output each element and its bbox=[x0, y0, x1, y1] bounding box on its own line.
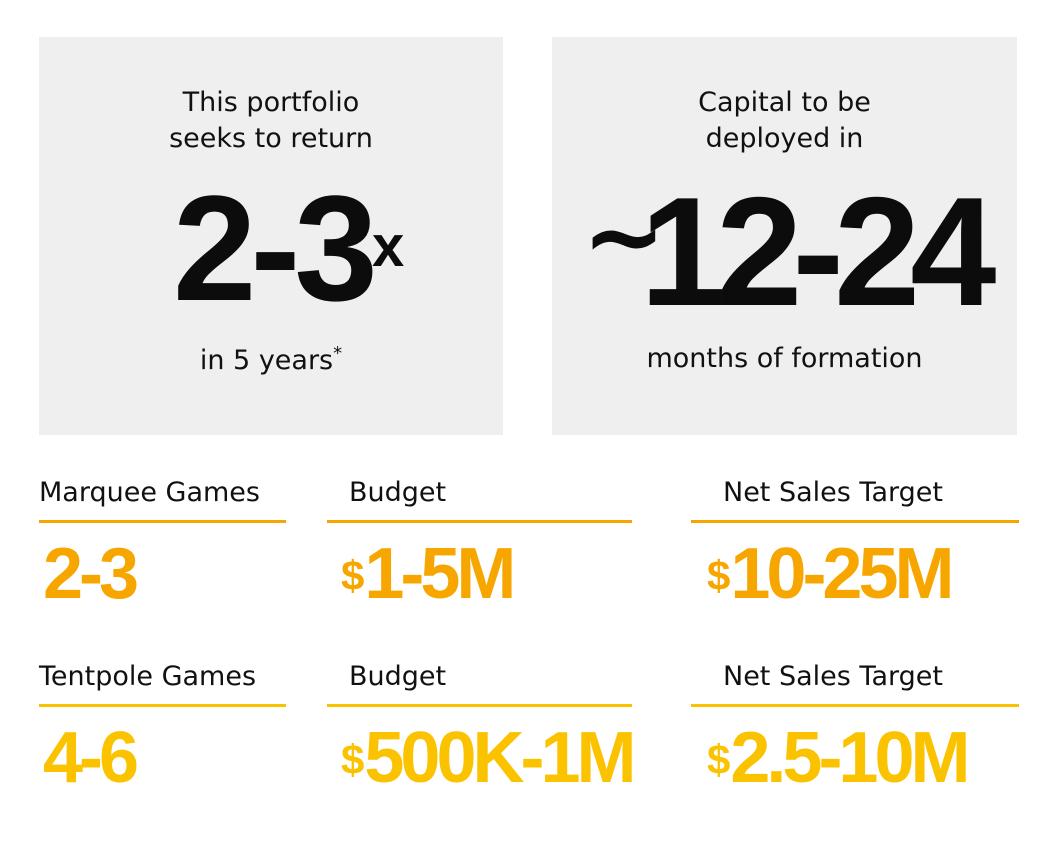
tentpole-sales-divider bbox=[691, 704, 1019, 707]
deploy-card-intro: Capital to be deployed in bbox=[552, 85, 1017, 157]
tentpole-sales-cell: Net Sales Target $2.5-10M bbox=[691, 658, 1019, 797]
marquee-sales-amount: 10-25M bbox=[730, 534, 954, 614]
marquee-budget-cell: Budget $1-5M bbox=[327, 474, 632, 613]
marquee-games-divider bbox=[39, 520, 286, 523]
return-multiple-suffix: x bbox=[372, 214, 405, 279]
return-intro-line2: seeks to return bbox=[169, 123, 373, 154]
marquee-sales-cell: Net Sales Target $10-25M bbox=[691, 474, 1019, 613]
return-multiple-value: 2-3 bbox=[173, 164, 378, 332]
deploy-card: Capital to be deployed in ~ 12-24 months… bbox=[552, 37, 1017, 435]
marquee-sales-divider bbox=[691, 520, 1019, 523]
tentpole-sales-label: Net Sales Target bbox=[723, 661, 943, 692]
return-card: This portfolio seeks to return 2-3 x in … bbox=[39, 37, 503, 435]
currency-symbol: $ bbox=[341, 736, 365, 783]
marquee-budget-label: Budget bbox=[349, 477, 447, 508]
tentpole-budget-value: $500K-1M bbox=[327, 718, 636, 798]
tentpole-games-divider bbox=[39, 704, 286, 707]
tentpole-budget-amount: 500K-1M bbox=[364, 718, 636, 798]
return-outro-text: in 5 years bbox=[199, 345, 334, 376]
tentpole-budget-label: Budget bbox=[349, 661, 447, 692]
marquee-sales-label: Net Sales Target bbox=[723, 477, 943, 508]
marquee-games-cell: Marquee Games 2-3 bbox=[39, 474, 286, 613]
marquee-budget-amount: 1-5M bbox=[364, 534, 516, 614]
tentpole-budget-cell: Budget $500K-1M bbox=[327, 658, 636, 798]
marquee-budget-value: $1-5M bbox=[327, 535, 632, 613]
tentpole-budget-divider bbox=[327, 704, 632, 707]
tentpole-games-value: 4-6 bbox=[43, 718, 139, 798]
deploy-approx-prefix: ~ bbox=[582, 178, 666, 295]
tentpole-sales-value: $2.5-10M bbox=[691, 719, 1019, 797]
currency-symbol: $ bbox=[707, 736, 731, 783]
return-card-intro: This portfolio seeks to return bbox=[39, 85, 503, 157]
tentpole-sales-amount: 2.5-10M bbox=[730, 718, 970, 798]
deploy-intro-line1: Capital to be bbox=[698, 87, 871, 118]
tentpole-games-cell: Tentpole Games 4-6 bbox=[39, 658, 286, 797]
return-intro-line1: This portfolio bbox=[182, 87, 360, 118]
tentpole-games-label: Tentpole Games bbox=[39, 661, 257, 692]
marquee-games-value: 2-3 bbox=[43, 534, 139, 614]
marquee-budget-divider bbox=[327, 520, 632, 523]
currency-symbol: $ bbox=[341, 552, 365, 599]
footnote-mark: * bbox=[333, 343, 343, 364]
deploy-intro-line2: deployed in bbox=[705, 123, 864, 154]
deploy-card-outro: months of formation bbox=[646, 343, 923, 374]
marquee-games-label: Marquee Games bbox=[39, 477, 260, 508]
return-card-outro: in 5 years* bbox=[39, 343, 503, 376]
marquee-sales-value: $10-25M bbox=[691, 535, 1019, 613]
deploy-months-value: 12-24 bbox=[640, 165, 996, 338]
currency-symbol: $ bbox=[707, 552, 731, 599]
